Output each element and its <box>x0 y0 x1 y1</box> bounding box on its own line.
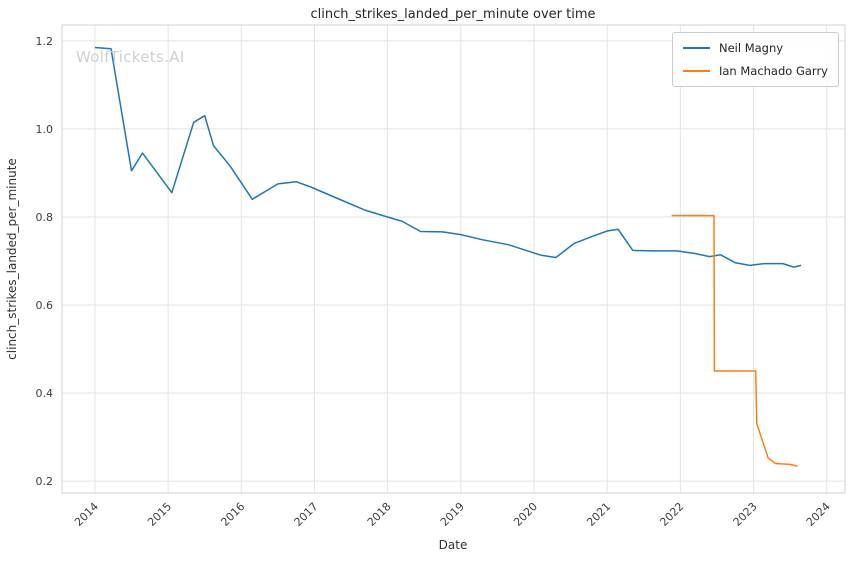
x-tick-label: 2020 <box>511 500 540 529</box>
x-tick-label: 2018 <box>365 500 394 529</box>
x-tick-label: 2022 <box>657 500 686 529</box>
legend-entry: Neil Magny <box>682 41 828 55</box>
x-tick-label: 2017 <box>292 500 321 529</box>
x-tick-label: 2024 <box>804 500 833 529</box>
legend-line-swatch <box>682 47 710 49</box>
y-axis-label: clinch_strikes_landed_per_minute <box>5 158 19 360</box>
chart-title: clinch_strikes_landed_per_minute over ti… <box>310 7 595 22</box>
x-tick-label: 2021 <box>584 500 613 529</box>
x-tick-label: 2019 <box>438 500 467 529</box>
y-tick-label: 1.2 <box>36 35 54 48</box>
y-tick-label: 0.4 <box>36 387 54 400</box>
x-tick-label: 2016 <box>218 500 247 529</box>
x-tick-label: 2015 <box>145 500 174 529</box>
legend-label: Neil Magny <box>718 41 784 55</box>
y-tick-label: 0.6 <box>36 299 54 312</box>
series-line-1 <box>671 214 798 467</box>
legend-label: Ian Machado Garry <box>718 64 828 78</box>
x-axis-label: Date <box>439 538 468 552</box>
y-tick-label: 0.8 <box>36 211 54 224</box>
series-line-0 <box>94 46 802 268</box>
legend-entry: Ian Machado Garry <box>682 64 828 78</box>
legend-line-swatch <box>682 70 710 72</box>
x-tick-label: 2023 <box>731 500 760 529</box>
y-tick-label: 1.0 <box>36 123 54 136</box>
legend: Neil Magny Ian Machado Garry <box>671 32 839 87</box>
plot-border <box>61 24 846 494</box>
y-tick-label: 0.2 <box>36 475 54 488</box>
plot-area: 0.2 0.4 0.6 0.8 1.0 1.2 2014 2015 2016 2017 2018 20… <box>36 24 846 529</box>
x-tick-label: 2014 <box>72 500 101 529</box>
watermark: WolfTickets.AI <box>76 48 184 66</box>
